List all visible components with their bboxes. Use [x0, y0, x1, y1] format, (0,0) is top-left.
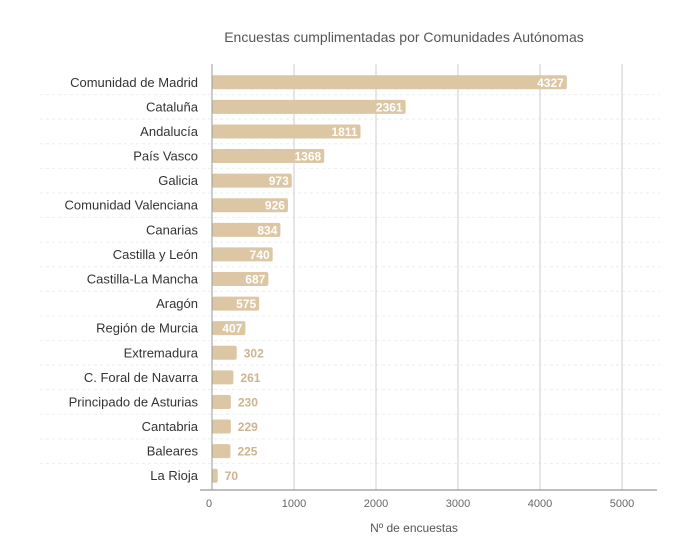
value-label: 302 [244, 346, 264, 360]
category-label: Comunidad de Madrid [70, 75, 198, 90]
category-label: País Vasco [133, 149, 198, 164]
category-label: C. Foral de Navarra [84, 370, 199, 385]
bar [212, 296, 260, 311]
value-label: 687 [245, 273, 265, 287]
value-label: 4327 [537, 76, 564, 90]
bar [212, 75, 567, 90]
bar [212, 99, 406, 114]
value-label: 229 [238, 420, 258, 434]
bar [212, 198, 288, 213]
x-tick-label: 4000 [528, 498, 552, 510]
value-label: 230 [238, 395, 258, 409]
bar [212, 149, 325, 164]
value-label: 407 [222, 322, 242, 336]
value-label: 926 [265, 199, 285, 213]
value-label: 2361 [376, 100, 403, 114]
value-label: 225 [237, 445, 257, 459]
category-label: Andalucía [140, 124, 199, 139]
bar [212, 370, 234, 385]
bar [212, 394, 231, 409]
bar [212, 419, 231, 434]
category-label: Castilla y León [113, 247, 198, 262]
bar [212, 444, 231, 459]
category-label: Cantabria [142, 419, 199, 434]
value-label: 70 [225, 469, 239, 483]
bar [212, 468, 218, 483]
bar [212, 222, 281, 237]
value-label: 1368 [294, 150, 321, 164]
value-label: 261 [240, 371, 260, 385]
value-label: 973 [269, 174, 289, 188]
value-label: 740 [250, 248, 270, 262]
bar [212, 321, 246, 336]
bar [212, 272, 269, 286]
category-label: Cataluña [146, 99, 199, 114]
value-label: 1811 [331, 125, 357, 139]
x-tick-label: 0 [206, 498, 212, 510]
bar [212, 247, 273, 262]
chart-title: Encuestas cumplimentadas por Comunidades… [224, 29, 584, 45]
category-label: Canarias [146, 222, 199, 237]
category-label: La Rioja [150, 468, 198, 483]
category-label: Extremadura [124, 345, 199, 360]
bar [212, 173, 292, 188]
x-tick-label: 1000 [282, 498, 306, 510]
x-tick-label: 5000 [610, 498, 634, 510]
category-label: Baleares [147, 444, 199, 459]
x-tick-label: 3000 [446, 498, 470, 510]
category-label: Galicia [158, 173, 199, 188]
category-label: Principado de Asturias [69, 394, 199, 409]
x-tick-label: 2000 [364, 498, 388, 510]
value-label: 575 [236, 297, 256, 311]
category-label: Castilla-La Mancha [87, 272, 199, 287]
bar [212, 124, 361, 139]
bar [212, 345, 237, 360]
x-axis-label: Nº de encuestas [370, 521, 458, 535]
category-label: Aragón [156, 296, 198, 311]
value-label: 834 [257, 223, 277, 237]
category-label: Región de Murcia [96, 321, 199, 336]
category-label: Comunidad Valenciana [65, 198, 199, 213]
